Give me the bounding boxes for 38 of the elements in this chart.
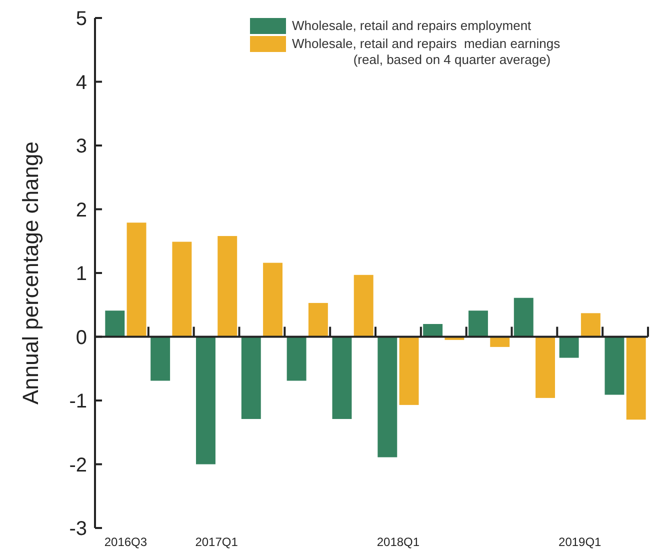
bar — [218, 236, 238, 337]
x-tick-label: 2016Q3 — [104, 535, 148, 549]
y-tick-label: 5 — [76, 8, 87, 30]
y-tick-label: 2 — [76, 199, 87, 222]
bar — [196, 336, 216, 464]
y-tick-label: 3 — [76, 136, 87, 158]
y-tick-label: -2 — [69, 454, 87, 476]
legend-label: Wholesale, retail and repairs employment — [292, 18, 532, 33]
bar — [332, 336, 352, 419]
bar — [626, 336, 646, 420]
y-tick-label: 4 — [76, 72, 87, 94]
y-tick-label: -1 — [69, 390, 87, 412]
bar — [150, 336, 170, 381]
x-tick-label: 2018Q1 — [376, 535, 420, 549]
y-tick-label: 1 — [76, 263, 87, 285]
y-tick-label: 0 — [76, 326, 87, 349]
bar — [604, 336, 624, 395]
y-tick-label: -3 — [69, 518, 87, 540]
bar — [263, 262, 283, 337]
y-axis-title: Annual percentage change — [18, 142, 43, 404]
legend-label: Wholesale, retail and repairs median earnings (real, based on 4 quarter average) — [292, 36, 561, 67]
bar — [580, 313, 600, 337]
bar — [378, 336, 398, 458]
bar — [126, 222, 146, 337]
bar — [286, 336, 306, 381]
bar — [241, 336, 261, 419]
bar — [514, 298, 534, 337]
bar — [423, 324, 443, 337]
bar — [354, 274, 374, 337]
bar — [468, 310, 488, 337]
bar — [399, 336, 419, 405]
bar — [559, 336, 579, 358]
bar — [308, 302, 328, 337]
x-tick-label: 2017Q1 — [195, 535, 238, 549]
bar — [536, 336, 556, 398]
bar — [172, 242, 192, 337]
x-tick-label: 2019Q1 — [558, 535, 602, 549]
bar — [105, 310, 125, 337]
